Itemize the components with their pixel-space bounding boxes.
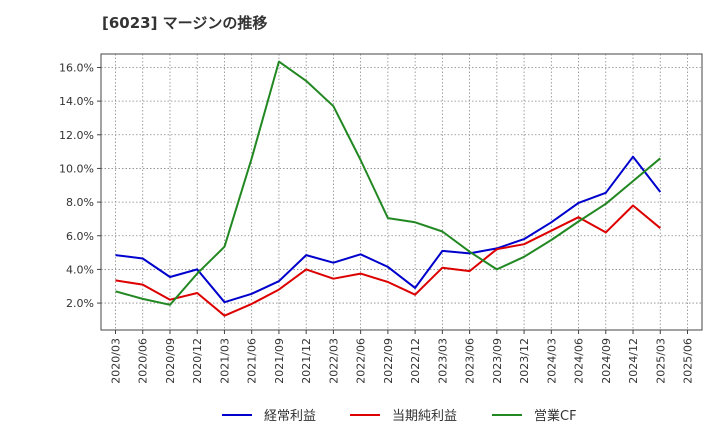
x-tick-label: 2024/12 xyxy=(627,338,640,384)
x-tick-label: 2024/03 xyxy=(545,338,558,384)
x-tick-label: 2021/12 xyxy=(300,338,313,384)
x-tick-label: 2024/06 xyxy=(573,338,586,384)
x-axis: 2020/03 2020/06 2020/09 2020/12 2021/03 2021/… xyxy=(110,330,695,384)
y-tick-label: 4.0% xyxy=(66,263,94,276)
chart-title: [6023] マージンの推移 xyxy=(102,14,268,32)
x-tick-label: 2023/03 xyxy=(436,338,449,384)
x-tick-label: 2022/12 xyxy=(409,338,422,384)
y-tick-label: 6.0% xyxy=(66,230,94,243)
y-axis: 2.0% 4.0% 6.0% 8.0% 10.0% 12.0% 14.0% 16.0% xyxy=(59,61,101,310)
y-tick-label: 14.0% xyxy=(59,95,94,108)
x-tick-label: 2021/03 xyxy=(218,338,231,384)
x-tick-label: 2025/03 xyxy=(654,338,667,384)
x-tick-label: 2023/06 xyxy=(464,338,477,384)
x-tick-label: 2021/06 xyxy=(246,338,259,384)
legend: 経常利益 当期純利益 営業CF xyxy=(222,408,577,424)
x-tick-label: 2024/09 xyxy=(600,338,613,384)
legend-label: 営業CF xyxy=(534,408,577,424)
x-tick-label: 2023/12 xyxy=(518,338,531,384)
x-tick-label: 2022/03 xyxy=(327,338,340,384)
y-tick-label: 2.0% xyxy=(66,297,94,310)
y-tick-label: 12.0% xyxy=(59,129,94,142)
series-line xyxy=(115,204,661,317)
x-tick-label: 2020/03 xyxy=(110,338,123,384)
y-tick-label: 8.0% xyxy=(66,196,94,209)
x-tick-label: 2020/06 xyxy=(137,338,150,384)
series-lines xyxy=(115,60,662,317)
y-tick-label: 10.0% xyxy=(59,162,94,175)
x-tick-label: 2022/06 xyxy=(355,338,368,384)
grid-lines xyxy=(101,54,702,330)
x-tick-label: 2021/09 xyxy=(273,338,286,384)
legend-label: 経常利益 xyxy=(264,409,316,424)
x-tick-label: 2022/09 xyxy=(382,338,395,384)
series-line xyxy=(115,60,661,306)
x-tick-label: 2023/09 xyxy=(491,338,504,384)
plot-area-frame xyxy=(100,53,703,331)
y-tick-label: 16.0% xyxy=(59,61,94,74)
x-tick-label: 2020/12 xyxy=(191,338,204,384)
x-tick-label: 2025/06 xyxy=(682,338,695,384)
series-line xyxy=(115,155,662,304)
x-tick-label: 2020/09 xyxy=(164,338,177,384)
legend-label: 当期純利益 xyxy=(392,409,457,424)
